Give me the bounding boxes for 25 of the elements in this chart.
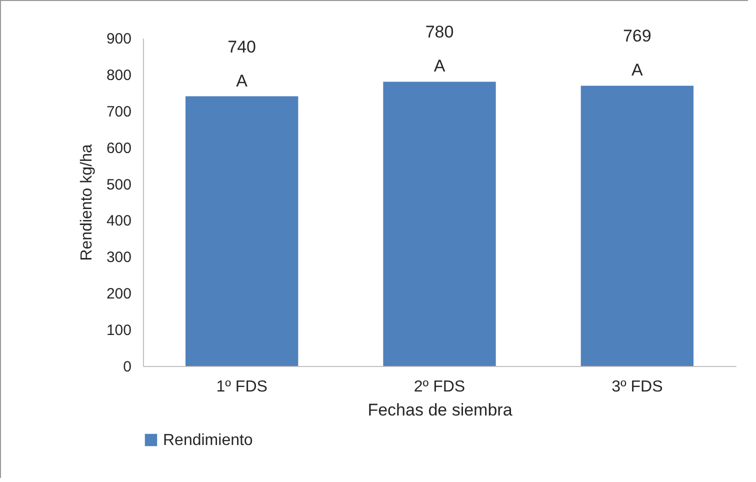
bar	[186, 96, 298, 366]
data-label: 740	[228, 37, 256, 56]
y-tick-label: 900	[106, 30, 132, 48]
annotation: A	[631, 60, 644, 80]
y-tick-label: 100	[106, 322, 132, 340]
y-tick-label: 300	[106, 249, 132, 266]
annotation: A	[236, 71, 248, 90]
y-axis-title: Rendiento kg/ha	[78, 144, 96, 261]
y-tick-label: 600	[106, 140, 132, 157]
y-tick-label: 200	[106, 286, 132, 303]
data-label: 769	[622, 26, 652, 46]
data-label: 780	[425, 22, 454, 42]
bar	[383, 82, 496, 366]
x-axis-title: Fechas de siembra	[368, 400, 513, 420]
legend-label: Rendimiento	[163, 432, 253, 449]
y-tick-label: 0	[123, 358, 132, 376]
y-tick-label: 500	[106, 176, 132, 194]
annotation: A	[434, 56, 446, 76]
x-tick-label: 3º FDS	[612, 378, 663, 396]
y-tick-label: 700	[106, 103, 132, 120]
bar	[580, 86, 694, 366]
x-tick-label: 1º FDS	[216, 378, 268, 396]
y-tick-label: 400	[106, 212, 132, 230]
x-tick-label: 2º FDS	[414, 378, 466, 396]
y-tick-label: 800	[106, 66, 132, 84]
